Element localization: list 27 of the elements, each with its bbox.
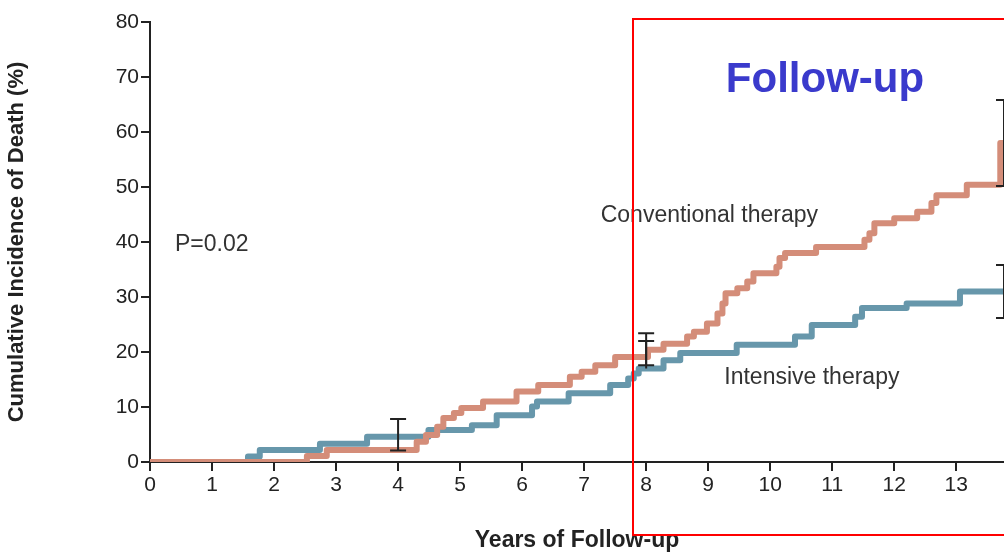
x-tick-label: 4 — [392, 472, 405, 496]
y-tick-label: 60 — [115, 118, 139, 142]
y-tick-label: 40 — [115, 228, 139, 252]
x-tick-label: 0 — [144, 472, 156, 496]
annotation: Follow-up — [725, 53, 925, 101]
x-tick-label: 12 — [882, 472, 906, 496]
x-tick-label: 3 — [330, 472, 342, 496]
x-tick-label: 6 — [516, 472, 528, 496]
y-tick-label: 80 — [115, 8, 139, 32]
x-tick-label: 1 — [206, 472, 218, 496]
series-label: Intensive therapy — [724, 362, 900, 389]
x-tick-label: 7 — [578, 472, 590, 496]
y-tick-label: 70 — [115, 63, 139, 87]
annotation: P=0.02 — [175, 230, 249, 257]
y-tick-label: 10 — [115, 393, 139, 417]
x-tick-label: 8 — [640, 472, 652, 496]
x-tick-label: 2 — [268, 472, 280, 496]
y-tick-label: 0 — [127, 448, 139, 472]
x-tick-label: 10 — [758, 472, 782, 496]
x-tick-label: 11 — [821, 472, 844, 496]
x-tick-label: 13 — [944, 472, 968, 496]
y-tick-label: 50 — [115, 173, 139, 197]
x-tick-label: 5 — [454, 472, 466, 496]
x-tick-label: 9 — [702, 472, 715, 496]
y-tick-label: 20 — [115, 338, 139, 362]
y-axis-title: Cumulative Incidence of Death (%) — [3, 61, 29, 423]
y-tick-label: 30 — [115, 283, 139, 307]
